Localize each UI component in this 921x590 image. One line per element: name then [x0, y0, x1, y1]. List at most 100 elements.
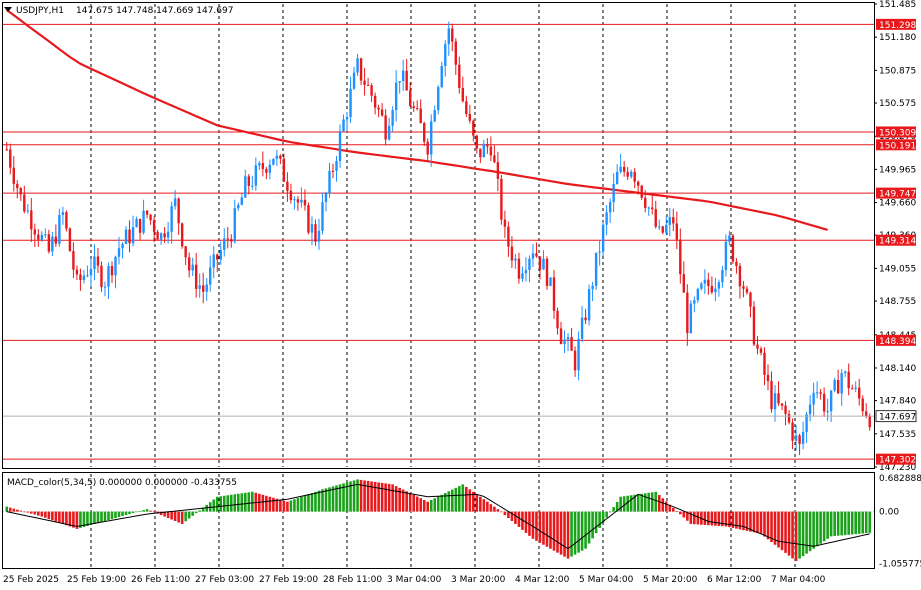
time-axis[interactable]: 25 Feb 2025 25 Feb 19:00 26 Feb 11:00 27 Fe… — [3, 575, 826, 585]
candle-body — [124, 229, 128, 244]
macd-bar — [373, 481, 377, 512]
candle-body — [707, 279, 710, 286]
candle-body — [103, 286, 107, 288]
macd-bar — [103, 511, 107, 521]
macd-bar — [349, 481, 352, 512]
candle-body — [89, 269, 93, 276]
macd-bar — [324, 488, 328, 512]
candle-body — [710, 285, 714, 293]
macd-bar — [163, 511, 166, 517]
macd-bar — [279, 499, 282, 512]
candle-body — [380, 109, 384, 116]
macd-bar — [714, 511, 717, 526]
macd-bar — [370, 481, 373, 512]
candle-body — [570, 337, 573, 351]
candle-body — [251, 185, 254, 187]
macd-bar — [44, 511, 47, 518]
macd-bar — [261, 494, 265, 512]
macd-bar — [728, 511, 731, 528]
candle-body — [629, 171, 633, 177]
macd-bar — [12, 508, 16, 512]
macd-bar — [47, 511, 51, 520]
macd-bar — [138, 511, 142, 512]
macd-bar — [773, 511, 777, 545]
price-tick-label: 148.140 — [879, 364, 916, 374]
macd-axis: 0.682888 0.00 -1.055775 — [879, 474, 921, 570]
candle-body — [317, 230, 321, 242]
macd-bar — [826, 511, 829, 539]
macd-bar — [475, 494, 479, 512]
candle-body — [798, 435, 801, 444]
candle-body — [117, 248, 121, 257]
candle-body — [261, 163, 265, 169]
candle-body — [405, 70, 408, 91]
macd-bar — [177, 511, 180, 523]
macd-bar — [391, 484, 394, 512]
macd-bar — [619, 496, 622, 512]
macd-bar — [201, 507, 205, 512]
candle-body — [608, 202, 612, 213]
candle-body — [180, 223, 184, 247]
macd-bar — [145, 509, 149, 512]
macd-bar — [587, 511, 591, 544]
macd-bar — [675, 511, 679, 512]
candle-body — [510, 246, 514, 261]
time-tick-label: 5 Mar 20:00 — [643, 575, 698, 585]
candle-body — [61, 212, 65, 215]
macd-bar — [72, 511, 75, 528]
candle-body — [156, 231, 159, 240]
time-tick-label: 7 Mar 04:00 — [771, 575, 826, 585]
candle-body — [475, 135, 479, 149]
candle-body — [749, 292, 752, 307]
macd-bar — [198, 510, 201, 512]
macd-bar — [408, 493, 412, 512]
candle-body — [633, 171, 636, 182]
macd-signal-line — [6, 483, 870, 550]
macd-bar — [763, 511, 766, 537]
candle-body — [584, 317, 587, 321]
candle-body — [763, 352, 766, 375]
candle-body — [321, 202, 324, 231]
macd-bar — [447, 491, 451, 512]
macd-bar — [861, 511, 865, 534]
candle-body — [19, 188, 22, 195]
candle-body — [752, 306, 756, 345]
macd-bar — [377, 482, 380, 512]
candle-body — [159, 233, 163, 240]
candle-body — [829, 390, 833, 412]
macd-bar — [222, 495, 226, 512]
candle-body — [472, 120, 475, 136]
current-price-value: 147.697 — [879, 413, 916, 423]
candle-body — [145, 210, 149, 215]
candle-body — [465, 101, 468, 114]
candle-body — [784, 405, 787, 414]
candle-body — [33, 229, 37, 235]
candle-body — [682, 274, 686, 293]
macd-bar — [745, 511, 749, 531]
candle-body — [366, 84, 370, 86]
macd-bar — [307, 494, 310, 512]
macd-bar — [798, 511, 801, 559]
candle-body — [517, 258, 521, 279]
level-label-box — [876, 139, 916, 151]
candle-body — [296, 199, 300, 203]
macd-bar — [850, 511, 854, 535]
candle-body — [391, 110, 394, 126]
macd-bar — [770, 511, 773, 543]
macd-bar — [472, 491, 475, 512]
macd-bar — [650, 492, 654, 512]
candle-body — [212, 254, 215, 268]
macd-bar — [5, 506, 9, 512]
macd-bar — [79, 511, 82, 528]
candle-body — [96, 256, 100, 266]
candle-body — [549, 277, 552, 286]
candle-body — [486, 143, 489, 147]
macd-bar — [787, 511, 791, 556]
macd-bar — [429, 499, 433, 512]
price-tick-label: 147.535 — [879, 430, 916, 440]
candle-body — [135, 218, 138, 228]
chevron-down-icon[interactable] — [4, 7, 12, 12]
candle-body — [408, 90, 412, 107]
macd-bar — [784, 511, 787, 553]
